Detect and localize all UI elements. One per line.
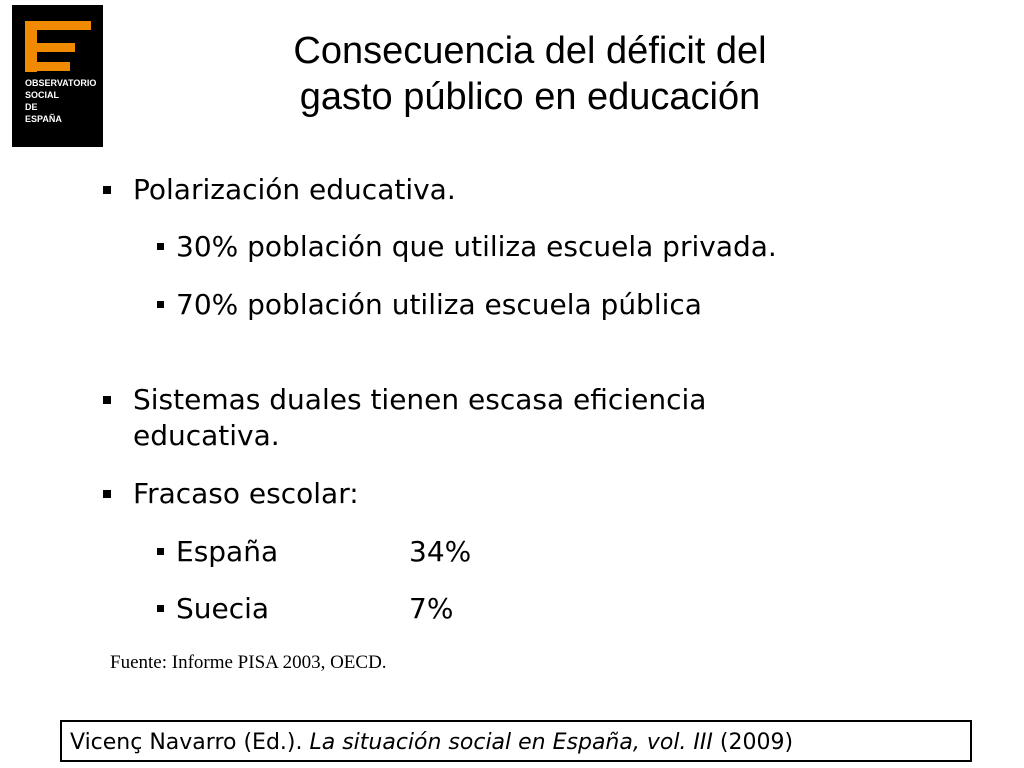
source: Fuente: Informe PISA 2003, OECD. <box>110 652 387 673</box>
citation-author: Vicenç Navarro (Ed.). <box>70 730 310 755</box>
title: Consecuencia del déficit del gasto públi… <box>180 28 880 120</box>
logo-text: ESPAÑA <box>25 114 62 124</box>
bullet-value: 34% <box>409 535 472 568</box>
logo-text: OBSERVATORIO <box>25 78 97 88</box>
bullet-marker <box>103 186 111 194</box>
bullet-text: Polarización educativa. <box>133 173 456 206</box>
title-line: gasto público en educación <box>299 76 761 118</box>
bullet-marker <box>103 396 111 404</box>
logo: OBSERVATORIO SOCIAL DE ESPAÑA <box>12 5 103 147</box>
logo-text: DE <box>25 102 38 112</box>
citation-year: (2009) <box>712 730 794 755</box>
title-line: Consecuencia del déficit del <box>293 30 767 72</box>
bullet-text: 30% población que utiliza escuela privad… <box>176 230 777 263</box>
bullet-label: Suecia <box>176 592 270 625</box>
bullet-value: 7% <box>409 592 454 625</box>
bullet-marker <box>157 548 164 555</box>
bullet-marker <box>157 243 164 250</box>
bullet-text: 70% población utiliza escuela pública <box>176 288 702 321</box>
logo-text: SOCIAL <box>25 90 60 100</box>
bullet-label: España <box>176 535 279 568</box>
bullet-marker <box>103 490 111 498</box>
bullet-marker <box>157 301 164 308</box>
bullet-text: Fracaso escolar: <box>133 477 359 510</box>
logo-bar <box>25 43 75 52</box>
bullet-text: Sistemas duales tienen escasa eficiencia… <box>133 383 707 452</box>
logo-bar <box>25 62 70 71</box>
logo-bar <box>25 21 91 30</box>
citation: Vicenç Navarro (Ed.). La situación socia… <box>60 720 972 762</box>
citation-work: La situación social en España, vol. III <box>309 730 713 755</box>
bullet-marker <box>157 605 164 612</box>
